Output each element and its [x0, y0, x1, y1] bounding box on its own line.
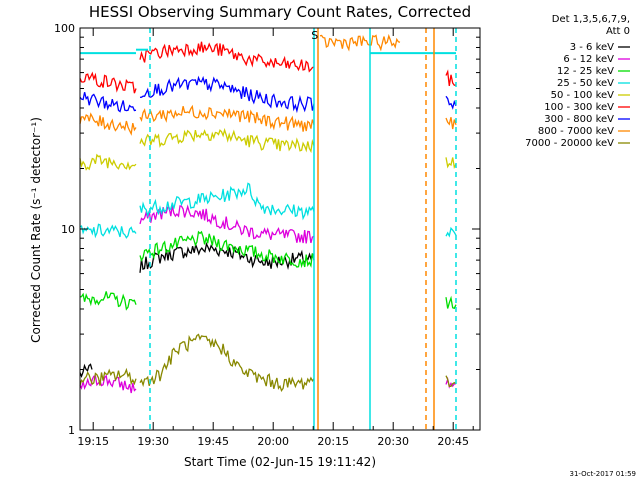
- legend-header-line: Att 0: [606, 26, 630, 37]
- x-tick-label: 20:00: [257, 435, 289, 448]
- x-axis-label: Start Time (02-Jun-15 19:11:42): [184, 455, 376, 469]
- series-7: [79, 33, 457, 136]
- series-7-segment-2: [319, 33, 401, 52]
- legend-label-4: 50 - 100 keV: [551, 90, 615, 101]
- series-7-segment-1: [139, 104, 315, 132]
- y-tick-label: 100: [54, 22, 75, 35]
- series-5-segment-2: [445, 69, 457, 86]
- series-2-segment-0: [79, 291, 137, 311]
- legend-header-line: Det 1,3,5,6,7,9,: [552, 14, 630, 25]
- legend-label-5: 100 - 300 keV: [544, 102, 614, 113]
- x-tick-label: 19:30: [137, 435, 169, 448]
- legend-label-7: 800 - 7000 keV: [538, 126, 614, 137]
- markers-group: S: [80, 28, 457, 430]
- series-8: [79, 333, 457, 392]
- chart-title: HESSI Observing Summary Count Rates, Cor…: [89, 3, 471, 21]
- legend-label-2: 12 - 25 keV: [557, 66, 614, 77]
- legend-label-3: 25 - 50 keV: [557, 78, 614, 89]
- y-tick-label: 1: [68, 424, 75, 437]
- x-tick-label: 20:15: [317, 435, 349, 448]
- legend-label-6: 300 - 800 keV: [544, 114, 614, 125]
- plot-background: [80, 28, 480, 430]
- series-3-segment-2: [445, 226, 457, 238]
- series-6-segment-2: [445, 95, 457, 110]
- series-6-segment-0: [79, 92, 137, 113]
- series-3-segment-0: [79, 223, 137, 239]
- series-5-segment-0: [79, 71, 137, 94]
- series-8-segment-0: [79, 367, 137, 386]
- x-tick-label: 20:45: [437, 435, 469, 448]
- series-3: [79, 182, 457, 239]
- axes: 1 10 100 19:15 19:30 19:45 20:00 20:15 20:30 20:4…: [54, 22, 481, 448]
- series-2-segment-2: [445, 295, 457, 310]
- series-4-segment-0: [79, 153, 137, 171]
- y-tick-label: 10: [61, 223, 75, 236]
- plot-area: [80, 28, 480, 430]
- footer-timestamp: 31-Oct-2017 01:59: [570, 470, 636, 478]
- y-axis-label: Corrected Count Rate (s⁻¹ detector⁻¹): [29, 117, 43, 343]
- series-4: [79, 127, 457, 171]
- series-3-segment-1: [139, 182, 315, 221]
- series-8-segment-2: [445, 375, 457, 387]
- legend-label-0: 3 - 6 keV: [570, 42, 614, 53]
- series-1-segment-0: [79, 374, 137, 394]
- x-tick-label: 19:15: [77, 435, 109, 448]
- x-tick-label: 20:30: [377, 435, 409, 448]
- legend-label-1: 6 - 12 keV: [563, 54, 614, 65]
- x-tick-label: 19:45: [197, 435, 229, 448]
- series-4-segment-2: [445, 157, 457, 169]
- series-2-segment-1: [139, 230, 315, 269]
- series-group: [79, 33, 457, 394]
- legend-label-8: 7000 - 20000 keV: [525, 138, 614, 149]
- series-5-segment-1: [139, 41, 315, 73]
- series-0-segment-0: [79, 363, 93, 378]
- series-7-segment-3: [445, 117, 457, 130]
- annotation-0: S: [311, 29, 318, 42]
- series-6-segment-1: [139, 75, 315, 114]
- series-2: [79, 230, 457, 311]
- series-8-segment-1: [139, 333, 315, 392]
- series-7-segment-0: [79, 112, 137, 136]
- series-5: [79, 41, 457, 94]
- series-4-segment-1: [139, 127, 315, 154]
- series-6: [79, 75, 457, 114]
